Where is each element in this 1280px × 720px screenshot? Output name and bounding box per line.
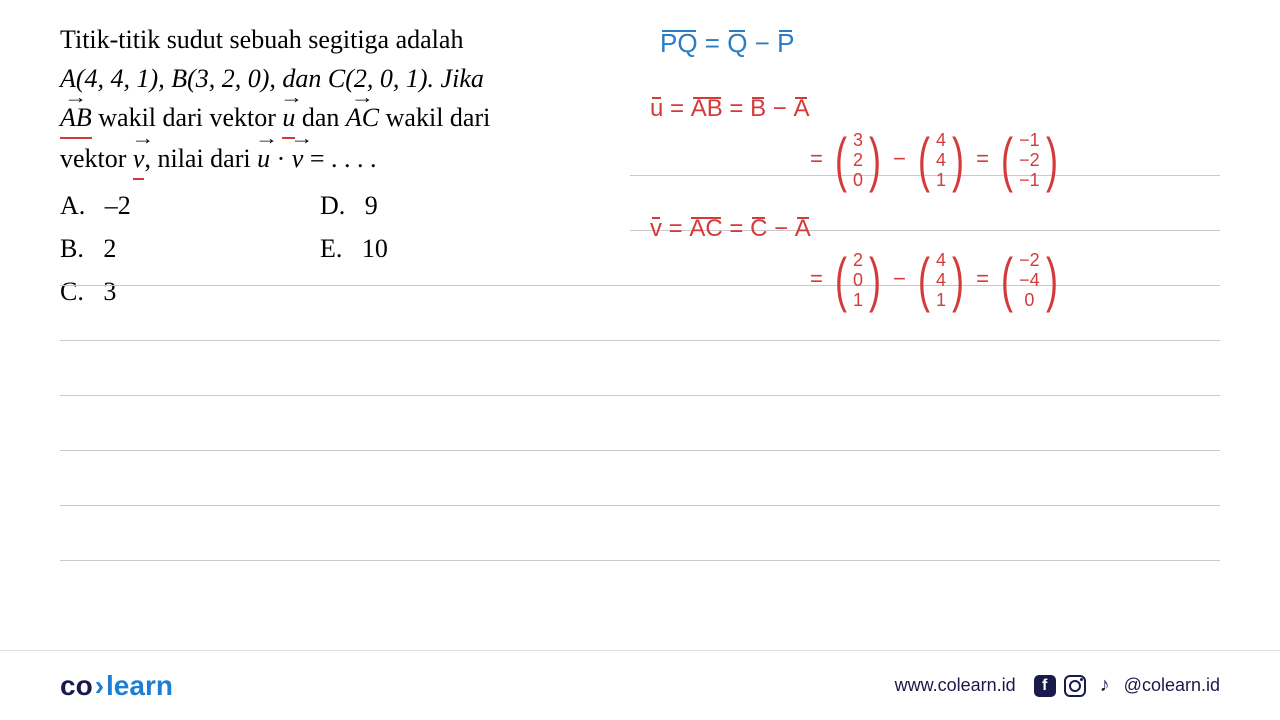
vec-v2: v [292, 139, 304, 178]
choice-d: D. 9 [320, 184, 580, 227]
choice-a: A. –2 [60, 184, 320, 227]
q-line1: Titik-titik sudut sebuah segitiga adalah [60, 25, 463, 54]
matrix-C: ( 201 ) [831, 250, 885, 310]
footer-handle: @colearn.id [1124, 675, 1220, 696]
matrix-A2: ( 441 ) [914, 250, 968, 310]
footer-right: www.colearn.id f ♪ @colearn.id [895, 675, 1220, 697]
vec-u2: u [257, 139, 270, 178]
tiktok-icon: ♪ [1094, 675, 1116, 697]
matrix-A1: ( 441 ) [914, 130, 968, 190]
formula-pq: PQ = Q − P [660, 28, 794, 59]
main-content: Titik-titik sudut sebuah segitiga adalah… [0, 0, 1280, 640]
vec-ab: AB [60, 98, 92, 139]
logo-co: co [60, 670, 93, 701]
question-text: Titik-titik sudut sebuah segitiga adalah… [60, 20, 620, 180]
logo-learn: learn [106, 670, 173, 701]
q-l3-m1: wakil dari vektor [92, 103, 283, 132]
u-calc: = ( 320 ) − ( 441 ) = ( −1−2−1 ) [810, 130, 1064, 190]
q-eq: = . . . . [303, 144, 376, 173]
social-icons: f ♪ @colearn.id [1034, 675, 1220, 697]
q-l4-mid: , nilai dari [144, 144, 257, 173]
logo: co›learn [60, 670, 173, 702]
choice-c: C. 3 [60, 270, 320, 313]
choice-b: B. 2 [60, 227, 320, 270]
facebook-icon: f [1034, 675, 1056, 697]
footer-url: www.colearn.id [895, 675, 1016, 696]
matrix-Ru: ( −1−2−1 ) [997, 130, 1062, 190]
matrix-Rv: ( −2−40 ) [997, 250, 1062, 310]
q-dot: · [270, 144, 292, 173]
footer: co›learn www.colearn.id f ♪ @colearn.id [0, 650, 1280, 720]
matrix-B: ( 320 ) [831, 130, 885, 190]
vec-v: v [133, 139, 145, 180]
q-line2: A(4, 4, 1), B(3, 2, 0), dan C(2, 0, 1). … [60, 64, 484, 93]
work-panel: PQ = Q − P u = AB = B − A = ( 320 ) − ( … [620, 20, 1220, 640]
u-equation: u = AB = B − A [650, 95, 809, 123]
answer-choices: A. –2 D. 9 B. 2 E. 10 C. 3 [60, 184, 620, 313]
instagram-icon [1064, 675, 1086, 697]
logo-dot: › [95, 670, 104, 701]
v-equation: v = AC = C − A [650, 215, 811, 243]
vec-ac: AC [346, 98, 379, 137]
choice-e: E. 10 [320, 227, 580, 270]
q-l4-pre: vektor [60, 144, 133, 173]
question-panel: Titik-titik sudut sebuah segitiga adalah… [60, 20, 620, 640]
v-calc: = ( 201 ) − ( 441 ) = ( −2−40 ) [810, 250, 1064, 310]
q-l3-end: wakil dari [379, 103, 490, 132]
